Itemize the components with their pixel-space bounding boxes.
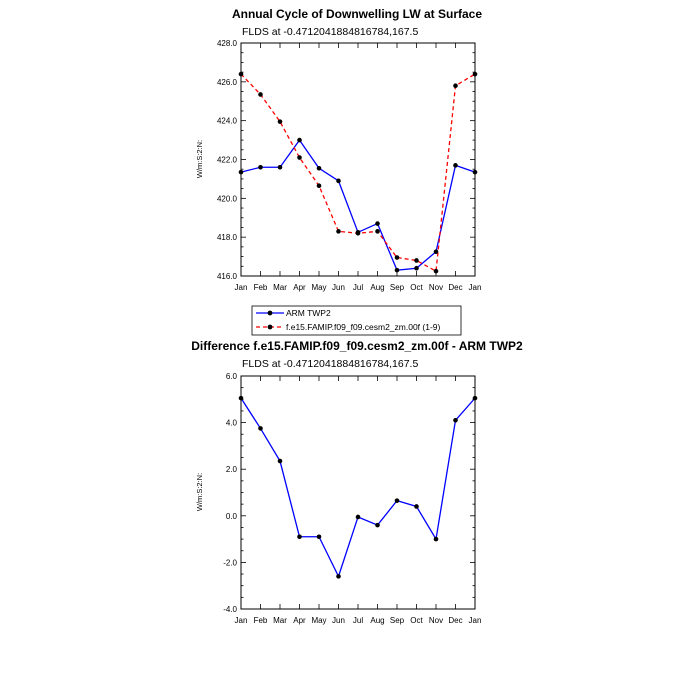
- y-tick-label: -2.0: [223, 558, 237, 567]
- x-tick-label: Oct: [410, 616, 423, 625]
- x-tick-label: Sep: [390, 283, 405, 292]
- series-group: [238, 71, 478, 274]
- data-point: [433, 249, 439, 255]
- data-point: [394, 267, 400, 273]
- chart-subtitle: FLDS at -0.4712041884816784,167.5: [242, 26, 418, 38]
- x-tick-label: Jan: [469, 616, 482, 625]
- y-axis-label: W/m:S:2:N:: [195, 473, 204, 511]
- x-tick-label: Aug: [370, 283, 384, 292]
- data-point: [336, 178, 341, 184]
- data-point: [316, 534, 322, 540]
- data-point: [375, 522, 380, 528]
- x-tick-label: Apr: [293, 616, 306, 625]
- y-tick-label: 422.0: [217, 156, 238, 165]
- x-tick-label: May: [311, 283, 326, 292]
- x-tick-label: Feb: [254, 616, 268, 625]
- x-tick-label: Aug: [370, 616, 384, 625]
- data-point: [453, 417, 458, 423]
- x-tick-label: Mar: [273, 616, 287, 625]
- x-tick-label: Jun: [332, 616, 345, 625]
- x-tick-label: May: [311, 616, 326, 625]
- legend-marker-model: [267, 324, 273, 330]
- data-point: [277, 164, 283, 170]
- data-point: [433, 536, 439, 542]
- data-point: [297, 534, 302, 540]
- data-point: [355, 230, 361, 236]
- plot-frame: [240, 375, 476, 610]
- data-point: [414, 504, 419, 509]
- legend-marker-arm: [267, 310, 273, 316]
- y-tick-label: 6.0: [226, 372, 238, 381]
- x-tick-label: Jan: [235, 616, 248, 625]
- legend-label-arm: ARM TWP2: [286, 308, 331, 318]
- panel-difference: Difference f.e15.FAMIP.f09_f09.cesm2_zm.…: [191, 339, 523, 625]
- series-line: [240, 73, 476, 273]
- series-line: [240, 138, 476, 271]
- y-tick-label: 424.0: [217, 117, 238, 126]
- series-group: [238, 395, 478, 579]
- x-tick-label: Nov: [429, 283, 443, 292]
- legend: ARM TWP2 f.e15.FAMIP.f09_f09.cesm2_zm.00…: [251, 305, 462, 336]
- data-point: [258, 92, 263, 97]
- panel-annual-cycle: Annual Cycle of Downwelling LW at Surfac…: [195, 7, 482, 292]
- x-tick-label: Mar: [273, 283, 287, 292]
- y-axis-label: W/m:S:2:N:: [195, 140, 204, 178]
- data-point: [258, 164, 263, 170]
- y-tick-label: 428.0: [217, 39, 238, 48]
- data-point: [297, 137, 302, 143]
- data-point: [394, 498, 400, 503]
- x-tick-label: Apr: [293, 283, 306, 292]
- y-tick-label: 420.0: [217, 194, 238, 203]
- data-point: [433, 268, 439, 274]
- y-tick-label: 416.0: [217, 272, 238, 281]
- data-point: [336, 574, 341, 579]
- data-point: [258, 426, 263, 431]
- x-tick-label: Sep: [390, 616, 405, 625]
- y-tick-label: 2.0: [226, 465, 238, 474]
- data-point: [453, 163, 458, 168]
- data-point: [297, 155, 302, 160]
- x-tick-label: Nov: [429, 616, 443, 625]
- data-point: [414, 258, 419, 263]
- x-tick-label: Jan: [469, 283, 482, 292]
- data-point: [375, 229, 380, 234]
- x-tick-label: Dec: [448, 616, 462, 625]
- data-point: [277, 458, 283, 464]
- chart-title: Difference f.e15.FAMIP.f09_f09.cesm2_zm.…: [191, 339, 523, 353]
- data-point: [336, 229, 341, 234]
- y-tick-label: 418.0: [217, 233, 238, 242]
- x-tick-label: Dec: [448, 283, 462, 292]
- data-point: [316, 165, 322, 171]
- series-line: [240, 397, 476, 579]
- x-tick-label: Feb: [254, 283, 268, 292]
- data-point: [355, 514, 361, 520]
- x-tick-label: Jan: [235, 283, 248, 292]
- x-tick-label: Jun: [332, 283, 345, 292]
- data-point: [414, 265, 419, 271]
- legend-label-model: f.e15.FAMIP.f09_f09.cesm2_zm.00f (1-9): [286, 322, 441, 332]
- data-point: [316, 183, 322, 189]
- legend-box: [251, 305, 462, 336]
- ticks: Jan Feb Mar Apr May Jun Jul Aug Sep Oct Nov Dec Jan 4…: [217, 39, 481, 292]
- y-tick-label: 4.0: [226, 419, 238, 428]
- x-tick-label: Jul: [353, 616, 363, 625]
- data-point: [453, 83, 458, 89]
- y-tick-label: 0.0: [226, 512, 238, 521]
- y-tick-label: 426.0: [217, 78, 238, 87]
- chart-subtitle: FLDS at -0.4712041884816784,167.5: [242, 358, 418, 370]
- x-tick-label: Oct: [410, 283, 423, 292]
- data-point: [375, 221, 380, 226]
- y-tick-label: -4.0: [223, 605, 237, 614]
- plot-frame: [240, 42, 476, 277]
- data-point: [394, 255, 400, 260]
- x-tick-label: Jul: [353, 283, 363, 292]
- chart-title: Annual Cycle of Downwelling LW at Surfac…: [232, 7, 482, 21]
- data-point: [277, 119, 283, 124]
